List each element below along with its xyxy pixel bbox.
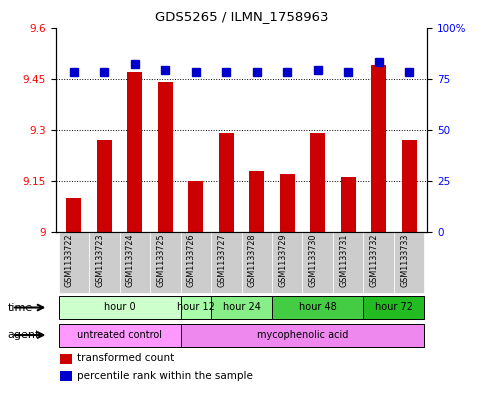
Text: hour 24: hour 24 <box>223 302 260 312</box>
Bar <box>363 296 425 319</box>
Bar <box>302 232 333 293</box>
Text: GDS5265 / ILMN_1758963: GDS5265 / ILMN_1758963 <box>155 10 328 23</box>
Text: GSM1133727: GSM1133727 <box>217 234 226 287</box>
Bar <box>58 323 181 347</box>
Bar <box>181 296 211 319</box>
Text: GSM1133724: GSM1133724 <box>126 234 135 287</box>
Text: hour 0: hour 0 <box>104 302 135 312</box>
Text: GSM1133723: GSM1133723 <box>95 234 104 287</box>
Bar <box>211 232 242 293</box>
Text: untreated control: untreated control <box>77 329 162 340</box>
Bar <box>181 323 425 347</box>
Bar <box>150 232 181 293</box>
Bar <box>219 133 234 232</box>
Bar <box>58 296 181 319</box>
Text: GSM1133732: GSM1133732 <box>369 234 379 287</box>
Bar <box>371 65 386 232</box>
Bar <box>401 140 417 232</box>
Text: hour 72: hour 72 <box>375 302 413 312</box>
Bar <box>211 296 272 319</box>
Text: GSM1133731: GSM1133731 <box>339 234 348 287</box>
Text: hour 12: hour 12 <box>177 302 215 312</box>
Bar <box>157 82 173 232</box>
Bar <box>97 140 112 232</box>
Text: percentile rank within the sample: percentile rank within the sample <box>77 371 253 381</box>
Bar <box>120 232 150 293</box>
Bar <box>188 181 203 232</box>
Text: GSM1133728: GSM1133728 <box>248 234 257 287</box>
Bar <box>272 296 363 319</box>
Bar <box>242 232 272 293</box>
Bar <box>127 72 142 232</box>
Bar <box>89 232 120 293</box>
Text: GSM1133730: GSM1133730 <box>309 234 318 287</box>
Bar <box>363 232 394 293</box>
Bar <box>181 232 211 293</box>
Bar <box>394 232 425 293</box>
Text: GSM1133722: GSM1133722 <box>65 234 74 287</box>
Text: GSM1133725: GSM1133725 <box>156 234 165 287</box>
Bar <box>272 232 302 293</box>
Bar <box>333 232 363 293</box>
Bar <box>310 133 326 232</box>
Bar <box>66 198 82 232</box>
Text: GSM1133726: GSM1133726 <box>187 234 196 287</box>
Bar <box>249 171 264 232</box>
Text: hour 48: hour 48 <box>299 302 337 312</box>
Text: transformed count: transformed count <box>77 353 174 364</box>
Text: time: time <box>7 303 32 312</box>
Text: GSM1133729: GSM1133729 <box>278 234 287 287</box>
Text: agent: agent <box>7 330 40 340</box>
Text: GSM1133733: GSM1133733 <box>400 234 409 287</box>
Bar <box>58 232 89 293</box>
Bar <box>341 177 356 232</box>
Bar <box>280 174 295 232</box>
Text: mycophenolic acid: mycophenolic acid <box>257 329 348 340</box>
